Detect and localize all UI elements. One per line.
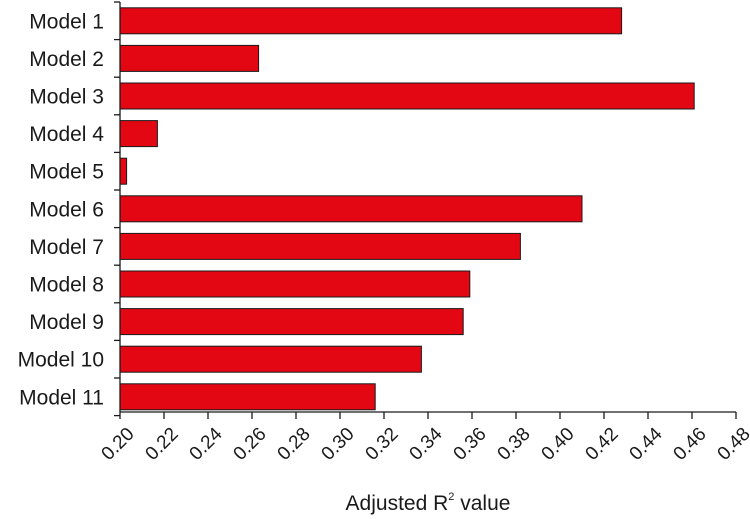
x-tick-label: 0.48 xyxy=(714,424,750,465)
x-tick-label: 0.38 xyxy=(494,424,535,465)
category-label: Model 8 xyxy=(29,274,104,297)
category-label: Model 6 xyxy=(29,198,104,221)
x-tick-label: 0.42 xyxy=(582,424,623,465)
x-axis-title: Adjusted R2 value xyxy=(346,491,511,515)
x-axis-title-main: Adjusted R xyxy=(346,492,449,515)
bar-model-2 xyxy=(119,44,260,72)
bar-model-4 xyxy=(119,120,158,148)
x-tick-label: 0.26 xyxy=(230,424,271,465)
category-label: Model 7 xyxy=(29,236,104,259)
x-tick-label: 0.30 xyxy=(318,424,359,465)
x-tick-label: 0.40 xyxy=(538,424,579,465)
x-tick-label: 0.34 xyxy=(406,423,447,464)
x-tick-labels: 0.20 0.22 0.24 0.26 0.28 0.30 0.32 0.34 0.36 0.38… xyxy=(98,423,750,464)
x-tick-label: 0.46 xyxy=(670,424,711,465)
category-label: Model 2 xyxy=(29,48,104,71)
x-tick-label: 0.28 xyxy=(274,424,315,465)
category-labels: Model 1 Model 2 Model 3 Model 4 Model 5 Model… xyxy=(18,10,105,409)
category-label: Model 9 xyxy=(29,311,104,334)
x-axis-title-superscript: 2 xyxy=(448,491,454,503)
x-tick-label: 0.24 xyxy=(186,423,227,464)
bar-model-1 xyxy=(119,7,623,35)
x-tick-label: 0.36 xyxy=(450,424,491,465)
x-tick-label: 0.32 xyxy=(362,424,403,465)
category-label: Model 4 xyxy=(29,123,104,146)
category-label: Model 11 xyxy=(19,386,104,409)
x-axis xyxy=(119,411,737,419)
category-label: Model 1 xyxy=(29,10,104,33)
x-tick-label: 0.44 xyxy=(626,423,667,464)
category-label: Model 3 xyxy=(29,86,104,109)
category-label: Model 5 xyxy=(29,161,104,184)
bar-model-9 xyxy=(119,308,464,336)
bar-model-8 xyxy=(119,270,471,298)
bar-model-7 xyxy=(119,232,521,260)
bar-model-6 xyxy=(119,195,583,223)
bar-model-5 xyxy=(119,157,128,185)
bar-model-11 xyxy=(119,383,376,411)
bar-model-10 xyxy=(119,345,422,373)
y-axis xyxy=(114,1,121,417)
x-tick-label: 0.22 xyxy=(142,424,183,465)
x-axis-title-suffix: value xyxy=(454,492,510,515)
category-label: Model 10 xyxy=(18,349,104,372)
x-tick-label: 0.20 xyxy=(98,424,139,465)
bar-model-3 xyxy=(119,82,695,110)
bars-group xyxy=(119,7,695,411)
